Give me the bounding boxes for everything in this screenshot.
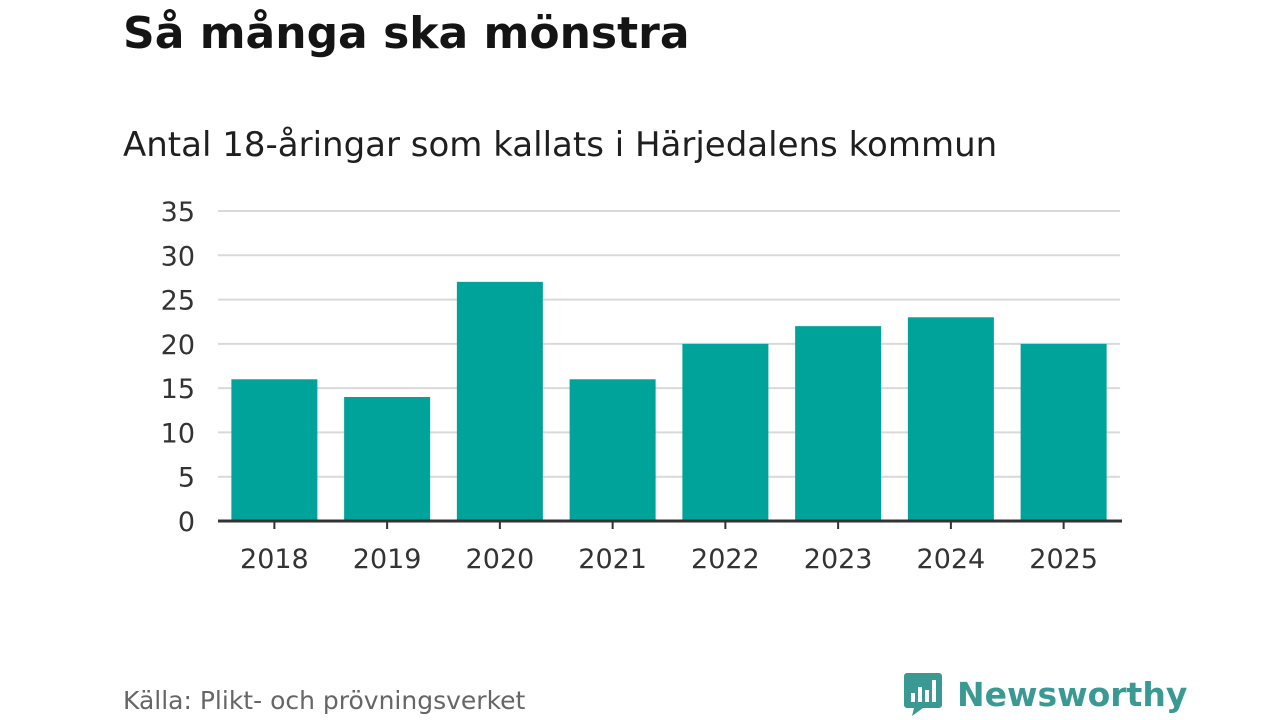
y-tick-label-30: 30 xyxy=(161,241,195,272)
bar-2021 xyxy=(569,379,656,521)
bar-2018 xyxy=(231,379,318,521)
y-tick-label-25: 25 xyxy=(161,286,195,317)
y-tick-label-15: 15 xyxy=(161,374,195,405)
bar-2022 xyxy=(682,343,769,521)
axis-layer xyxy=(218,519,1122,529)
brand-name: Newsworthy xyxy=(957,674,1188,714)
y-tick-label-5: 5 xyxy=(178,463,195,494)
x-tick-label-2023: 2023 xyxy=(804,544,873,575)
y-tick-label-35: 35 xyxy=(161,197,195,228)
y-tick-label-10: 10 xyxy=(161,418,195,449)
y-tick-label-20: 20 xyxy=(161,330,195,361)
source-note: Källa: Plikt- och prövningsverket xyxy=(123,686,526,715)
x-tick-label-2018: 2018 xyxy=(240,544,309,575)
x-tick-label-2020: 2020 xyxy=(466,544,535,575)
x-tick-label-2019: 2019 xyxy=(353,544,422,575)
x-tick-label-2021: 2021 xyxy=(578,544,647,575)
chart-subtitle: Antal 18-åringar som kallats i Härjedale… xyxy=(123,125,998,165)
newsworthy-logo-icon xyxy=(904,673,942,716)
bar-2025 xyxy=(1020,343,1107,521)
bar-2020 xyxy=(456,281,543,521)
bar-2024 xyxy=(907,317,994,521)
bar-2023 xyxy=(795,326,882,521)
x-tick-label-2024: 2024 xyxy=(917,544,986,575)
bar-layer xyxy=(231,281,1107,521)
y-tick-label-0: 0 xyxy=(178,507,195,538)
x-tick-label-2025: 2025 xyxy=(1029,544,1098,575)
x-tick-label-2022: 2022 xyxy=(691,544,760,575)
bar-2019 xyxy=(344,397,431,521)
chart-title: Så många ska mönstra xyxy=(123,8,690,59)
brand-logo[interactable]: Newsworthy xyxy=(903,671,1187,717)
